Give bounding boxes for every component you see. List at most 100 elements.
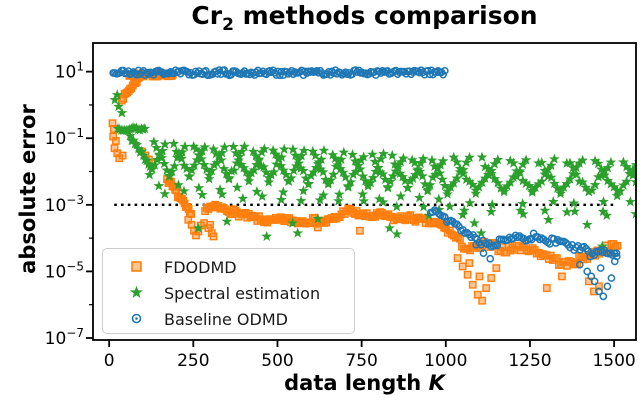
data-point <box>387 170 399 181</box>
data-point <box>549 153 560 164</box>
data-point <box>547 196 559 207</box>
data-point <box>275 71 284 80</box>
data-point <box>206 220 215 229</box>
data-point <box>548 256 557 264</box>
data-point <box>176 146 188 157</box>
data-point <box>599 292 608 301</box>
data-point <box>257 69 266 77</box>
data-point <box>287 143 299 155</box>
data-point <box>564 173 576 184</box>
data-point <box>508 157 519 168</box>
data-point <box>289 70 298 78</box>
data-point <box>476 151 488 162</box>
data-point <box>448 177 460 188</box>
data-point <box>409 157 421 168</box>
x-tick-label: 0 <box>104 351 115 371</box>
data-point <box>504 176 516 187</box>
data-point <box>310 150 321 161</box>
data-point <box>369 156 381 167</box>
data-point <box>433 193 445 204</box>
data-point <box>469 217 480 228</box>
data-point <box>424 66 432 75</box>
data-point <box>228 164 240 175</box>
data-point <box>310 162 322 173</box>
data-point <box>453 254 462 262</box>
data-point <box>539 168 551 179</box>
data-point <box>457 209 468 220</box>
data-point <box>482 284 491 292</box>
series-baseline-odmd <box>109 66 621 301</box>
data-point <box>357 188 368 199</box>
data-point <box>278 143 290 154</box>
data-point <box>630 159 636 170</box>
data-point <box>478 296 487 305</box>
data-point <box>203 173 215 184</box>
data-point <box>342 181 354 192</box>
data-point <box>570 161 582 173</box>
x-tick-label: 1250 <box>508 351 551 371</box>
legend-item-baseline-odmd: Baseline ODMD <box>117 306 354 332</box>
data-point <box>589 179 601 190</box>
data-point <box>517 208 529 219</box>
data-point <box>312 213 324 224</box>
data-point <box>545 159 557 171</box>
data-point <box>353 68 362 76</box>
data-point <box>379 173 391 185</box>
data-point <box>330 160 342 172</box>
star-marker-icon <box>130 285 143 298</box>
data-point <box>296 150 307 161</box>
data-point <box>259 143 270 154</box>
data-point <box>166 165 178 177</box>
data-point <box>448 151 460 162</box>
data-point <box>318 144 330 156</box>
data-point <box>602 162 614 173</box>
data-point <box>297 165 309 176</box>
data-point <box>285 172 297 183</box>
data-point <box>517 198 529 209</box>
data-point <box>189 159 200 170</box>
data-point <box>275 160 287 171</box>
data-point <box>206 165 218 176</box>
data-point <box>131 139 143 150</box>
data-point <box>109 94 121 105</box>
data-point <box>138 149 149 161</box>
data-point <box>397 171 408 182</box>
data-point <box>475 227 487 238</box>
legend-item-spectral-estimation: Spectral estimation <box>117 280 354 306</box>
data-point <box>298 185 309 196</box>
data-point <box>318 189 329 200</box>
data-point <box>465 259 474 267</box>
data-point <box>422 185 433 196</box>
x-axis-label: data length K <box>93 371 636 395</box>
data-point <box>333 195 344 206</box>
data-point <box>419 178 431 189</box>
data-point <box>218 163 230 174</box>
data-point <box>345 176 357 187</box>
data-point <box>221 215 233 227</box>
data-point <box>271 158 282 169</box>
data-point <box>238 68 247 77</box>
data-point <box>238 162 250 173</box>
data-point <box>485 206 497 217</box>
data-point <box>239 140 250 152</box>
data-point <box>590 287 598 296</box>
data-point <box>567 168 579 179</box>
data-point <box>434 167 446 178</box>
data-point <box>154 150 166 161</box>
data-point <box>127 69 136 78</box>
data-point <box>384 222 395 233</box>
data-point <box>268 166 280 177</box>
y-tick-label: 10−7 <box>45 326 84 349</box>
data-point <box>542 284 551 292</box>
data-point <box>543 214 554 225</box>
circle-marker-icon <box>131 313 142 324</box>
data-point <box>568 197 580 208</box>
data-point <box>111 89 123 100</box>
x-axis-label-text: data length <box>284 371 429 395</box>
data-point <box>216 188 228 199</box>
data-point <box>199 141 211 152</box>
data-point <box>398 152 409 163</box>
data-point <box>333 188 345 199</box>
data-point <box>575 260 584 269</box>
data-point <box>577 154 588 165</box>
